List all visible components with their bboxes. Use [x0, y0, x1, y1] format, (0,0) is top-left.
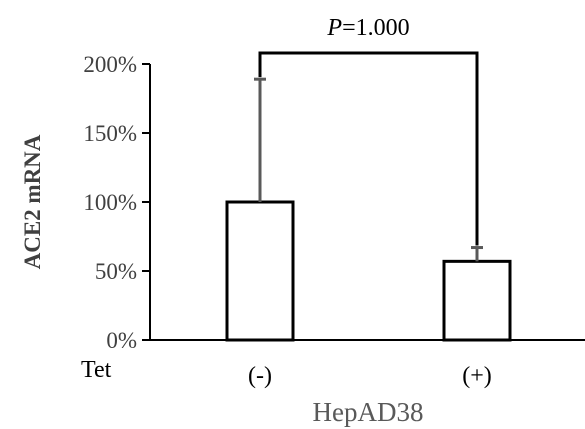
- bar-tet-plus: [442, 259, 512, 342]
- y-tick-label: 0%: [106, 328, 137, 353]
- tet-row-label: Tet: [81, 357, 112, 383]
- x-tick-label: (-): [248, 363, 272, 389]
- y-tick-label: 50%: [95, 259, 137, 284]
- p-value-annotation: P=1.000: [326, 15, 409, 41]
- y-tick-label: 100%: [83, 190, 137, 215]
- significance-bracket: [258, 51, 479, 246]
- x-tick-label: (+): [462, 363, 492, 389]
- y-tick-label: 150%: [83, 121, 137, 146]
- x-axis-tick-labels: (-) (+): [248, 363, 492, 389]
- y-tick-label: 200%: [83, 52, 137, 77]
- bar-tet-minus: [225, 200, 295, 342]
- error-bars: [254, 77, 483, 262]
- y-axis-ticks: 0% 50% 100% 150% 200%: [83, 52, 150, 353]
- p-symbol: P: [326, 15, 342, 41]
- y-axis-label: ACE2 mRNA: [20, 134, 45, 269]
- bars: [225, 200, 512, 342]
- p-value: =1.000: [342, 15, 410, 41]
- group-label: HepAD38: [313, 397, 424, 427]
